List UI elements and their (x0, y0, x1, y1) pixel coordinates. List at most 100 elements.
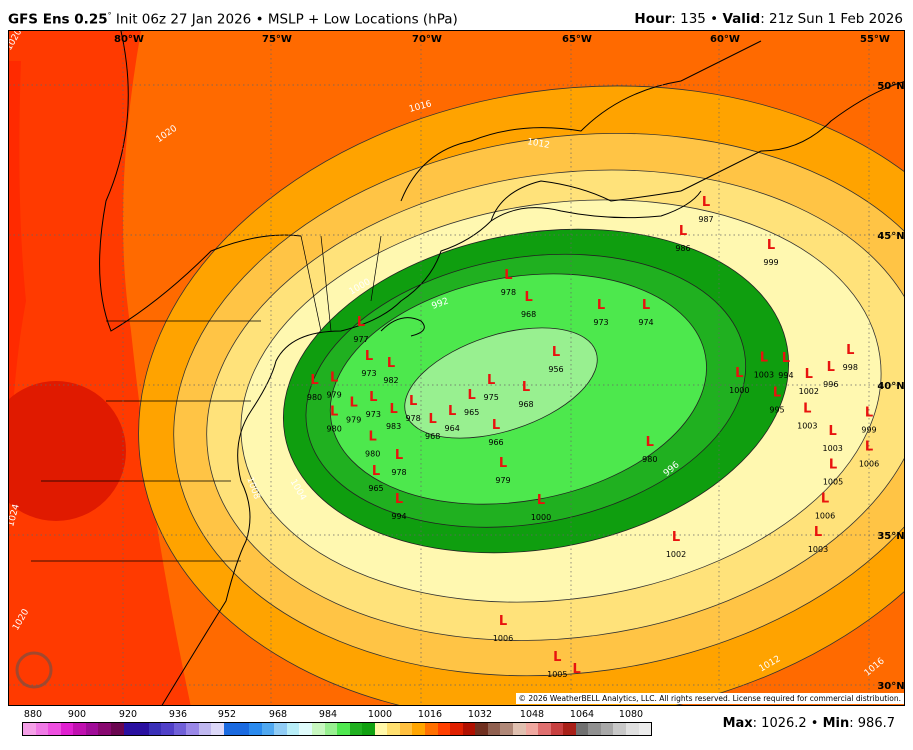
colorbar-swatch (487, 723, 501, 735)
low-pressure-value: 995 (769, 405, 784, 414)
colorbar-swatch (249, 723, 262, 735)
colorbar-swatch (98, 723, 111, 735)
latitude-label: 50°N (877, 81, 904, 92)
latitude-label: 35°N (877, 531, 904, 542)
low-pressure-value: 1005 (547, 670, 567, 679)
colorbar-labels: 880 900 920 936 952 968 984 1000 1016 1032 1048 106… (22, 709, 652, 721)
low-pressure-value: 1000 (729, 386, 749, 395)
low-pressure-value: 994 (778, 371, 793, 380)
colorbar-swatch (60, 723, 74, 735)
fill-1024-plus (9, 381, 126, 521)
colorbar-swatch (425, 723, 438, 735)
low-marker: L 1000 (531, 493, 551, 522)
colorbar-swatch (462, 723, 476, 735)
low-marker: L 1003 (823, 424, 843, 453)
low-symbol: L (773, 385, 781, 400)
low-symbol: L (597, 298, 605, 313)
low-marker: L (573, 662, 581, 677)
low-marker: L 980 (365, 430, 380, 459)
low-pressure-value: 980 (365, 450, 380, 459)
low-symbol: L (522, 380, 530, 395)
low-symbol: L (760, 351, 768, 366)
low-pressure-value: 1003 (823, 444, 843, 453)
low-symbol: L (365, 349, 373, 364)
low-pressure-value: 978 (391, 468, 406, 477)
colorbar-swatch (362, 723, 375, 735)
mslp-map: 80°W 75°W 70°W 65°W 60°W 55°W 50°N 45°N 40°N 35°N… (8, 30, 905, 706)
low-symbol: L (573, 662, 581, 677)
low-symbol: L (387, 356, 395, 371)
low-pressure-value: 956 (548, 365, 563, 374)
low-marker: L 987 (698, 195, 713, 224)
low-symbol: L (767, 238, 775, 253)
low-pressure-value: 1006 (815, 511, 835, 520)
low-marker: L 1006 (815, 491, 835, 520)
latitude-label: 40°N (877, 381, 904, 392)
low-pressure-value: 998 (843, 363, 858, 372)
low-marker: L 1003 (754, 351, 774, 380)
low-marker: L 980 (642, 435, 657, 464)
low-marker: L 1000 (729, 366, 749, 395)
map-canvas: 80°W 75°W 70°W 65°W 60°W 55°W 50°N 45°N 40°N 35°N… (9, 31, 904, 705)
low-symbol: L (553, 650, 561, 665)
low-pressure-value: 1006 (859, 460, 879, 469)
low-symbol: L (429, 412, 437, 427)
max-min-stats: Max: 1026.2 • Min: 986.7 (722, 716, 895, 731)
low-marker: L 978 (501, 268, 516, 297)
colorbar-swatch (311, 723, 325, 735)
colorbar-swatch (286, 723, 300, 735)
low-symbol: L (330, 371, 338, 386)
low-marker: L 964 (445, 404, 460, 433)
low-pressure-value: 999 (763, 258, 778, 267)
low-marker: L 965 (464, 388, 479, 417)
colorbar-swatch (450, 723, 463, 735)
low-symbol: L (642, 298, 650, 313)
low-pressure-value: 979 (346, 416, 361, 425)
colorbar-swatch (324, 723, 338, 735)
low-symbol: L (524, 290, 532, 305)
low-pressure-value: 1002 (799, 387, 819, 396)
low-marker: L 999 (763, 238, 778, 267)
low-symbol: L (865, 440, 873, 455)
low-symbol: L (827, 360, 835, 375)
low-marker: L 956 (548, 345, 563, 374)
low-pressure-value: 983 (386, 422, 401, 431)
low-marker: L 986 (675, 224, 690, 253)
low-pressure-value: 968 (518, 400, 533, 409)
low-pressure-value: 1003 (797, 421, 817, 430)
colorbar-swatch (525, 723, 539, 735)
low-pressure-value: 1006 (493, 634, 513, 643)
low-pressure-value: 975 (484, 393, 499, 402)
low-marker: L 978 (391, 448, 406, 477)
colorbar-swatch (186, 723, 199, 735)
colorbar-tick-label: 1032 (467, 709, 493, 720)
low-symbol: L (499, 456, 507, 471)
low-marker: L 978 (405, 394, 420, 423)
contour-988 (404, 327, 598, 439)
low-pressure-value: 980 (642, 455, 657, 464)
map-title: GFS Ens 0.25° Init 06z 27 Jan 2026 • MSL… (8, 11, 458, 28)
low-symbol: L (395, 492, 403, 507)
colorbar-tick-label: 880 (23, 709, 43, 720)
colorbar-swatch (550, 723, 564, 735)
low-pressure-value: 980 (307, 393, 322, 402)
longitude-label: 80°W (114, 34, 144, 45)
colorbar-tick-label: 1016 (417, 709, 443, 720)
low-pressure-value: 1000 (531, 513, 551, 522)
longitude-label: 55°W (860, 34, 890, 45)
colorbar-tick-label: 984 (318, 709, 338, 720)
low-pressure-value: 977 (353, 335, 368, 344)
colorbar-tick-label: 900 (67, 709, 87, 720)
colorbar-swatch (73, 723, 86, 735)
latitude-label: 30°N (877, 681, 904, 692)
colorbar-swatch (437, 723, 451, 735)
low-marker: L 1003 (797, 401, 817, 430)
colorbar-swatch (148, 723, 162, 735)
low-pressure-value: 1005 (823, 477, 843, 486)
colorbar-swatch (198, 723, 212, 735)
low-pressure-value: 973 (366, 410, 381, 419)
low-marker: L 1005 (547, 650, 567, 679)
low-pressure-value: 980 (327, 425, 342, 434)
colorbar-swatch (35, 723, 49, 735)
low-marker: L 977 (353, 315, 368, 344)
